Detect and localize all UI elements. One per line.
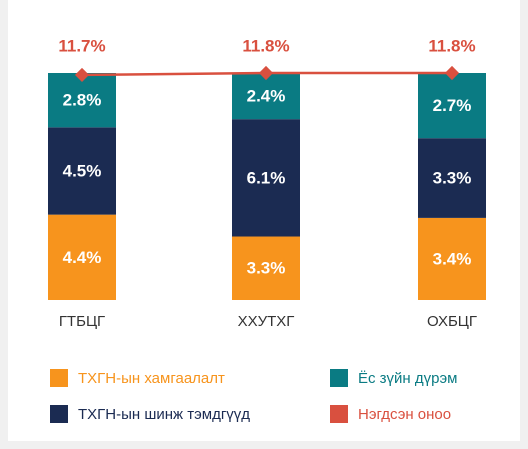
legend-label: Ёс зүйн дүрэм: [358, 370, 457, 387]
bar-segment: [418, 138, 486, 218]
line-marker: [258, 65, 274, 81]
data-label: 3.4%: [433, 249, 472, 268]
line-label: 11.7%: [58, 36, 105, 55]
data-label: 2.4%: [247, 87, 286, 106]
data-label: 4.5%: [63, 161, 102, 180]
legend-swatch: [50, 369, 68, 387]
legend-swatch: [330, 405, 348, 423]
data-label: 2.8%: [63, 91, 102, 110]
x-tick-label: ОХБЦГ: [427, 313, 477, 330]
data-label: 4.4%: [63, 248, 102, 267]
data-label: 2.7%: [433, 96, 472, 115]
x-tick-label: ГТБЦГ: [59, 313, 105, 330]
bar-segment: [418, 73, 486, 139]
data-label: 3.3%: [433, 169, 472, 188]
legend-label: ТХГН-ын шинж тэмдгүүд: [78, 406, 250, 423]
line-label: 11.8%: [428, 36, 475, 55]
data-label: 3.3%: [247, 259, 286, 278]
legend-label: ТХГН-ын хамгаалалт: [78, 370, 225, 387]
legend-swatch: [50, 405, 68, 423]
bar-segment: [48, 73, 116, 128]
bar-segment: [48, 127, 116, 215]
bar-segment: [232, 236, 300, 300]
line-label: 11.8%: [242, 36, 289, 55]
legend-swatch: [330, 369, 348, 387]
legend-label: Нэгдсэн оноо: [358, 406, 451, 423]
line-marker: [444, 65, 460, 81]
bar-segment: [232, 119, 300, 237]
data-label: 6.1%: [247, 168, 286, 187]
bar-segment: [232, 73, 300, 120]
x-tick-label: ХХУТХГ: [238, 313, 295, 330]
bar-segment: [418, 217, 486, 300]
bar-segment: [48, 214, 116, 300]
